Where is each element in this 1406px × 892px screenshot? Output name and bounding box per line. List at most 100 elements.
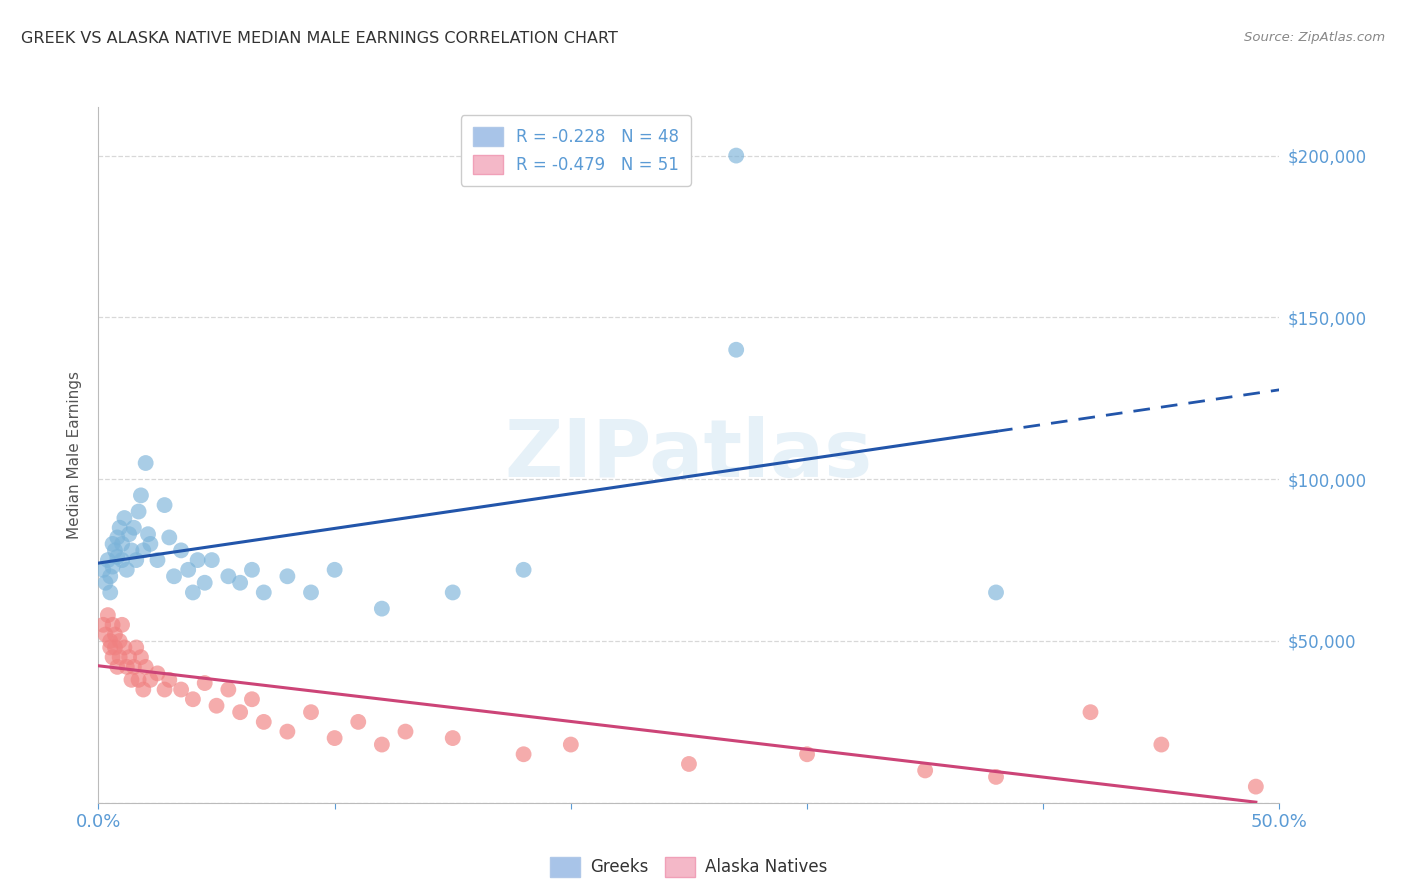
Point <box>105 531 128 545</box>
Text: GREEK VS ALASKA NATIVE MEDIAN MALE EARNINGS CORRELATION CHART: GREEK VS ALASKA NATIVE MEDIAN MALE EARNI… <box>21 31 619 46</box>
Text: ZIPatlas: ZIPatlas <box>505 416 873 494</box>
Point <box>323 731 346 745</box>
Point <box>108 521 131 535</box>
Point <box>205 698 228 713</box>
Point <box>276 724 298 739</box>
Point <box>163 569 186 583</box>
Point <box>94 575 117 590</box>
Point <box>299 705 322 719</box>
Text: Source: ZipAtlas.com: Source: ZipAtlas.com <box>1244 31 1385 45</box>
Point <box>112 511 135 525</box>
Point <box>146 666 169 681</box>
Point <box>108 634 131 648</box>
Point <box>678 756 700 771</box>
Point <box>98 585 121 599</box>
Point <box>229 575 252 590</box>
Point <box>139 537 162 551</box>
Point <box>177 563 200 577</box>
Point <box>135 660 157 674</box>
Point <box>125 640 148 655</box>
Point <box>984 770 1007 784</box>
Point <box>98 634 121 648</box>
Point <box>1150 738 1173 752</box>
Point <box>101 559 124 574</box>
Point <box>97 608 120 623</box>
Point <box>371 738 394 752</box>
Point <box>1080 705 1102 719</box>
Point <box>371 601 394 615</box>
Point <box>97 553 120 567</box>
Point <box>128 504 150 518</box>
Point <box>299 585 322 599</box>
Point <box>984 585 1007 599</box>
Point <box>94 627 117 641</box>
Point <box>132 682 155 697</box>
Point <box>129 488 152 502</box>
Point <box>118 527 141 541</box>
Point <box>217 569 239 583</box>
Point <box>122 521 145 535</box>
Point <box>181 585 204 599</box>
Point <box>170 682 193 697</box>
Point <box>146 553 169 567</box>
Point <box>512 747 534 762</box>
Point <box>194 575 217 590</box>
Point <box>104 627 127 641</box>
Point <box>157 531 180 545</box>
Point <box>101 537 124 551</box>
Point <box>128 673 150 687</box>
Point <box>136 527 159 541</box>
Point <box>157 673 180 687</box>
Point <box>125 553 148 567</box>
Legend: Greeks, Alaska Natives: Greeks, Alaska Natives <box>541 849 837 885</box>
Point <box>153 682 176 697</box>
Point <box>104 640 127 655</box>
Point <box>187 553 209 567</box>
Point <box>135 456 157 470</box>
Point <box>394 724 416 739</box>
Point <box>132 543 155 558</box>
Point <box>111 553 134 567</box>
Point <box>122 660 145 674</box>
Point <box>129 650 152 665</box>
Point <box>98 640 121 655</box>
Point <box>118 650 141 665</box>
Point <box>112 640 135 655</box>
Point <box>101 650 124 665</box>
Point <box>347 714 370 729</box>
Point <box>229 705 252 719</box>
Point <box>98 569 121 583</box>
Point <box>108 650 131 665</box>
Point <box>105 660 128 674</box>
Point <box>796 747 818 762</box>
Point <box>111 537 134 551</box>
Point <box>201 553 224 567</box>
Point <box>153 498 176 512</box>
Point <box>323 563 346 577</box>
Point <box>914 764 936 778</box>
Point <box>1244 780 1267 794</box>
Point <box>253 714 276 729</box>
Point <box>441 731 464 745</box>
Point <box>240 563 263 577</box>
Point <box>104 543 127 558</box>
Point <box>512 563 534 577</box>
Point <box>101 617 124 632</box>
Point <box>240 692 263 706</box>
Point <box>121 673 143 687</box>
Point <box>121 543 143 558</box>
Point <box>441 585 464 599</box>
Point <box>105 549 128 564</box>
Point <box>139 673 162 687</box>
Point <box>115 660 138 674</box>
Point <box>115 563 138 577</box>
Point <box>276 569 298 583</box>
Point <box>111 617 134 632</box>
Point <box>181 692 204 706</box>
Point <box>170 543 193 558</box>
Point <box>91 617 114 632</box>
Point <box>560 738 582 752</box>
Point <box>194 676 217 690</box>
Point <box>725 343 748 357</box>
Y-axis label: Median Male Earnings: Median Male Earnings <box>67 371 83 539</box>
